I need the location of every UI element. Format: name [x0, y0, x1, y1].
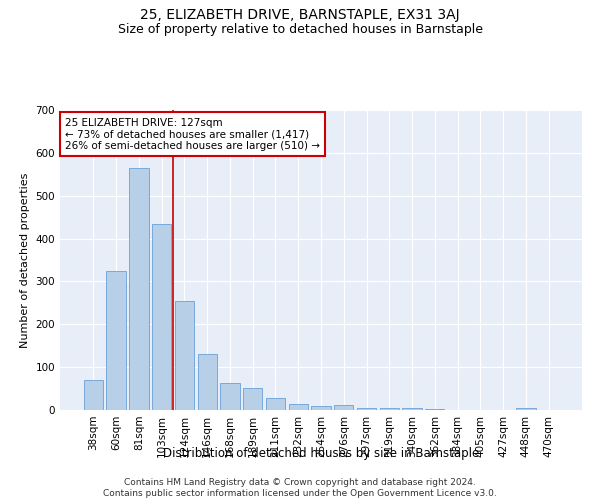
Bar — [289, 404, 308, 410]
Text: Size of property relative to detached houses in Barnstaple: Size of property relative to detached ho… — [118, 22, 482, 36]
Bar — [334, 405, 353, 410]
Text: Contains HM Land Registry data © Crown copyright and database right 2024.
Contai: Contains HM Land Registry data © Crown c… — [103, 478, 497, 498]
Text: Distribution of detached houses by size in Barnstaple: Distribution of detached houses by size … — [163, 448, 479, 460]
Bar — [106, 270, 126, 410]
Bar — [197, 354, 217, 410]
Bar — [175, 300, 194, 410]
Bar — [266, 398, 285, 410]
Bar — [243, 388, 262, 410]
Text: 25 ELIZABETH DRIVE: 127sqm
← 73% of detached houses are smaller (1,417)
26% of s: 25 ELIZABETH DRIVE: 127sqm ← 73% of deta… — [65, 118, 320, 150]
Bar — [129, 168, 149, 410]
Text: 25, ELIZABETH DRIVE, BARNSTAPLE, EX31 3AJ: 25, ELIZABETH DRIVE, BARNSTAPLE, EX31 3A… — [140, 8, 460, 22]
Bar — [425, 408, 445, 410]
Bar — [311, 406, 331, 410]
Bar — [516, 408, 536, 410]
Bar — [152, 224, 172, 410]
Bar — [403, 408, 422, 410]
Bar — [380, 408, 399, 410]
Bar — [357, 408, 376, 410]
Y-axis label: Number of detached properties: Number of detached properties — [20, 172, 30, 348]
Bar — [220, 383, 239, 410]
Bar — [84, 380, 103, 410]
